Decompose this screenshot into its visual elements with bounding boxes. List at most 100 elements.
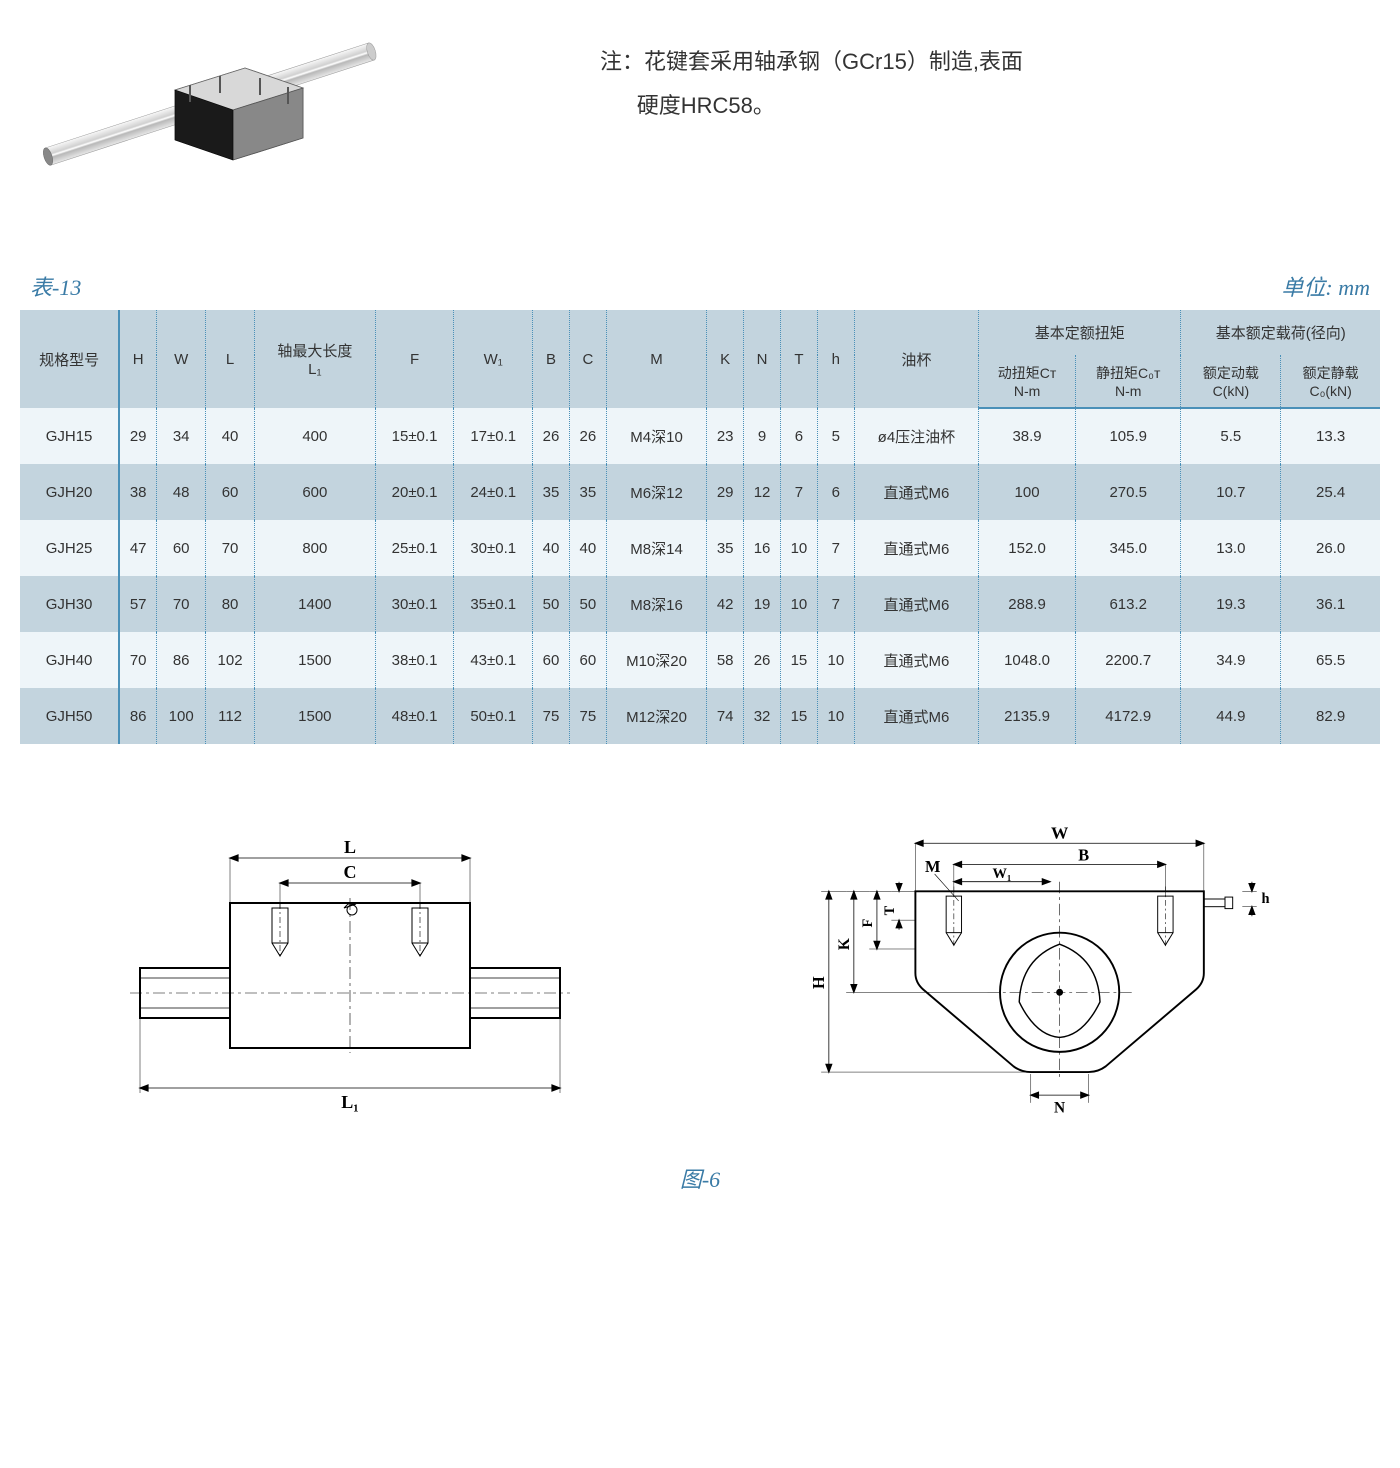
cell-dl: 10.7 — [1181, 464, 1281, 520]
th-L1-label: 轴最大长度 — [277, 343, 352, 360]
cell-N: 12 — [744, 464, 781, 520]
cell-oilcup: 直通式M6 — [854, 688, 978, 744]
th-L: L — [206, 310, 255, 408]
cell-oilcup: 直通式M6 — [854, 464, 978, 520]
cell-F: 30±0.1 — [375, 576, 454, 632]
table-row: GJH30577080140030±0.135±0.15050M8深164219… — [20, 576, 1380, 632]
cell-F: 20±0.1 — [375, 464, 454, 520]
svg-text:W₁: W₁ — [993, 866, 1012, 882]
cell-F: 25±0.1 — [375, 520, 454, 576]
th-L1-sub: L₁ — [308, 361, 321, 378]
cell-dl: 5.5 — [1181, 408, 1281, 464]
cell-H: 86 — [119, 688, 157, 744]
cell-B: 40 — [533, 520, 570, 576]
diagram-side-view: L C — [20, 828, 680, 1128]
cell-sl: 25.4 — [1281, 464, 1380, 520]
cell-h: 7 — [817, 576, 854, 632]
cell-C: 40 — [569, 520, 606, 576]
note-line2: 硬度HRC58。 — [637, 93, 775, 118]
th-H: H — [119, 310, 157, 408]
cell-dt: 288.9 — [979, 576, 1076, 632]
cell-oilcup: 直通式M6 — [854, 632, 978, 688]
cell-W: 100 — [157, 688, 206, 744]
cell-dl: 34.9 — [1181, 632, 1281, 688]
table-unit: 单位: mm — [1281, 270, 1370, 302]
cell-dt: 38.9 — [979, 408, 1076, 464]
cell-M: M8深16 — [606, 576, 706, 632]
cell-W: 70 — [157, 576, 206, 632]
cell-h: 7 — [817, 520, 854, 576]
cell-L: 70 — [206, 520, 255, 576]
table-row: GJH407086102150038±0.143±0.16060M10深2058… — [20, 632, 1380, 688]
th-stat-load: 额定静载C₀(kN) — [1281, 355, 1380, 408]
th-dyn-load: 额定动载C(kN) — [1181, 355, 1281, 408]
cell-L1: 600 — [255, 464, 376, 520]
cell-oilcup: 直通式M6 — [854, 520, 978, 576]
table-row: GJH2547607080025±0.130±0.14040M8深1435161… — [20, 520, 1380, 576]
cell-dt: 2135.9 — [979, 688, 1076, 744]
cell-T: 15 — [781, 632, 818, 688]
cell-W1: 24±0.1 — [454, 464, 533, 520]
th-T: T — [781, 310, 818, 408]
svg-text:B: B — [1078, 846, 1089, 865]
cell-dt: 152.0 — [979, 520, 1076, 576]
cell-B: 50 — [533, 576, 570, 632]
cell-st: 4172.9 — [1076, 688, 1181, 744]
cell-st: 105.9 — [1076, 408, 1181, 464]
th-N: N — [744, 310, 781, 408]
cell-N: 19 — [744, 576, 781, 632]
th-stat-torque: 静扭矩C₀ᴛN-m — [1076, 355, 1181, 408]
cell-C: 35 — [569, 464, 606, 520]
cell-model: GJH20 — [20, 464, 119, 520]
th-K: K — [707, 310, 744, 408]
cell-T: 7 — [781, 464, 818, 520]
cell-dl: 13.0 — [1181, 520, 1281, 576]
table-row: GJH5086100112150048±0.150±0.17575M12深207… — [20, 688, 1380, 744]
svg-text:M: M — [925, 857, 940, 876]
th-torque-group: 基本定额扭矩 — [979, 310, 1181, 355]
cell-M: M4深10 — [606, 408, 706, 464]
cell-W: 86 — [157, 632, 206, 688]
th-W: W — [157, 310, 206, 408]
th-dyn-torque: 动扭矩CᴛN-m — [979, 355, 1076, 408]
svg-text:W: W — [1051, 824, 1069, 842]
svg-text:L₁: L₁ — [341, 1092, 358, 1112]
svg-text:h: h — [1262, 891, 1270, 907]
cell-h: 10 — [817, 632, 854, 688]
th-M: M — [606, 310, 706, 408]
cell-K: 74 — [707, 688, 744, 744]
cell-h: 6 — [817, 464, 854, 520]
cell-W1: 50±0.1 — [454, 688, 533, 744]
cell-C: 26 — [569, 408, 606, 464]
cell-H: 70 — [119, 632, 157, 688]
cell-h: 5 — [817, 408, 854, 464]
svg-text:F: F — [860, 918, 876, 927]
cell-sl: 26.0 — [1281, 520, 1380, 576]
cell-T: 10 — [781, 520, 818, 576]
th-L1: 轴最大长度 L₁ — [255, 310, 376, 408]
cell-H: 47 — [119, 520, 157, 576]
cell-sl: 82.9 — [1281, 688, 1380, 744]
cell-M: M10深20 — [606, 632, 706, 688]
cell-st: 345.0 — [1076, 520, 1181, 576]
th-F: F — [375, 310, 454, 408]
cell-st: 270.5 — [1076, 464, 1181, 520]
cell-F: 15±0.1 — [375, 408, 454, 464]
cell-L1: 800 — [255, 520, 376, 576]
cell-K: 58 — [707, 632, 744, 688]
note-label: 注： — [600, 49, 644, 74]
cell-W1: 30±0.1 — [454, 520, 533, 576]
table-title: 表-13 — [30, 270, 81, 302]
cell-W: 60 — [157, 520, 206, 576]
cell-C: 75 — [569, 688, 606, 744]
engineering-diagrams: L C — [20, 824, 1380, 1132]
cell-st: 2200.7 — [1076, 632, 1181, 688]
th-oilcup: 油杯 — [854, 310, 978, 408]
cell-W1: 43±0.1 — [454, 632, 533, 688]
cell-oilcup: 直通式M6 — [854, 576, 978, 632]
cell-T: 15 — [781, 688, 818, 744]
cell-H: 38 — [119, 464, 157, 520]
cell-N: 26 — [744, 632, 781, 688]
cell-K: 23 — [707, 408, 744, 464]
cell-dt: 100 — [979, 464, 1076, 520]
